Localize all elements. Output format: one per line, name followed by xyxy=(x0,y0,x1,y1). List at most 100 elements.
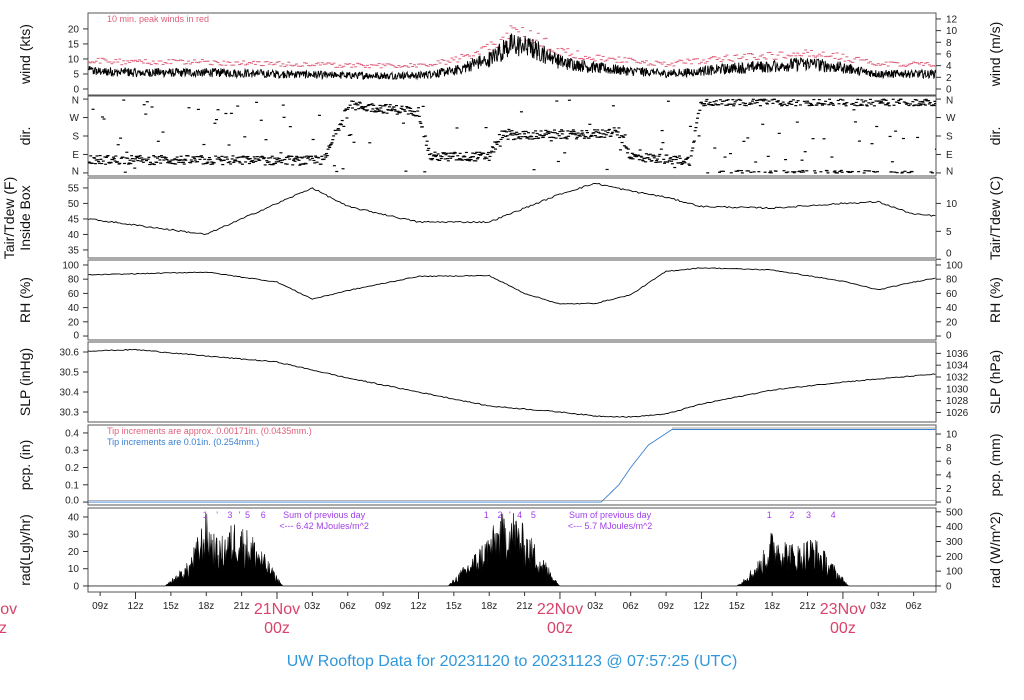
ytick-label: 20 xyxy=(68,547,80,558)
direction-point xyxy=(868,98,872,101)
direction-point xyxy=(306,157,310,159)
direction-point xyxy=(809,102,813,105)
direction-point xyxy=(508,130,512,132)
temp-line xyxy=(88,183,936,235)
ytick-right-label: 6 xyxy=(946,49,952,60)
direction-point xyxy=(552,129,556,131)
direction-point xyxy=(602,133,606,135)
direction-point xyxy=(248,158,252,160)
ylabel-left: wind (kts) xyxy=(17,24,33,85)
direction-point xyxy=(415,114,419,117)
wind-frame xyxy=(87,12,937,96)
direction-point xyxy=(294,157,298,159)
direction-point xyxy=(500,130,504,132)
direction-point xyxy=(852,109,856,111)
direction-point xyxy=(572,130,576,133)
pcp-line xyxy=(88,429,936,503)
direction-point xyxy=(894,101,898,103)
direction-point xyxy=(644,161,648,163)
direction-point xyxy=(501,134,505,137)
direction-point xyxy=(117,163,121,165)
direction-point xyxy=(485,157,489,159)
direction-point xyxy=(563,137,567,139)
direction-point xyxy=(503,130,507,132)
direction-point xyxy=(330,142,334,144)
direction-point xyxy=(343,109,347,111)
direction-point xyxy=(405,107,409,109)
direction-point xyxy=(219,160,223,162)
direction-point xyxy=(596,131,600,133)
direction-point xyxy=(336,127,340,130)
direction-point xyxy=(682,160,686,163)
direction-point xyxy=(508,134,512,136)
direction-point xyxy=(628,156,632,158)
direction-point xyxy=(899,98,903,100)
direction-point xyxy=(615,131,619,133)
direction-point xyxy=(332,165,336,167)
direction-point xyxy=(681,162,685,164)
direction-point xyxy=(173,158,177,160)
direction-point xyxy=(861,104,865,106)
direction-point xyxy=(365,109,369,111)
direction-point xyxy=(872,105,876,107)
ytick-label: 15 xyxy=(68,39,80,50)
direction-point xyxy=(782,170,786,172)
direction-point xyxy=(600,136,604,138)
direction-point xyxy=(455,127,459,129)
direction-point xyxy=(280,161,284,164)
direction-point xyxy=(662,162,666,164)
direction-point xyxy=(140,157,144,159)
direction-point xyxy=(883,99,887,101)
direction-point xyxy=(721,170,725,172)
direction-point xyxy=(405,106,409,108)
direction-point xyxy=(378,104,382,107)
direction-point xyxy=(862,172,866,174)
direction-point xyxy=(325,155,329,157)
direction-point xyxy=(126,163,130,165)
ytick-right-label: E xyxy=(946,150,953,161)
direction-point xyxy=(758,105,762,107)
direction-point xyxy=(808,104,812,107)
direction-point xyxy=(134,158,138,160)
ytick-right-label: 1036 xyxy=(946,349,969,360)
rad-marker: 3 xyxy=(806,510,811,520)
direction-point xyxy=(317,157,321,159)
xtick-label: 03z xyxy=(870,601,886,612)
direction-point xyxy=(357,108,361,110)
direction-point xyxy=(187,107,191,109)
direction-point xyxy=(264,139,268,141)
direction-point xyxy=(183,158,187,160)
direction-point xyxy=(266,157,270,159)
direction-point xyxy=(880,99,884,101)
direction-point xyxy=(354,109,358,111)
direction-point xyxy=(509,132,513,134)
direction-point xyxy=(389,109,393,111)
direction-point xyxy=(718,171,722,173)
direction-point xyxy=(106,155,110,157)
direction-point xyxy=(349,134,353,136)
direction-point xyxy=(611,105,615,107)
direction-point xyxy=(858,104,862,107)
direction-point xyxy=(233,159,237,161)
ytick-label: 30.4 xyxy=(60,388,80,399)
direction-point xyxy=(738,103,742,106)
direction-point xyxy=(129,162,133,165)
ytick-label: N xyxy=(72,96,79,107)
ytick-right-label: 300 xyxy=(946,537,963,548)
direction-point xyxy=(651,155,655,157)
direction-point xyxy=(592,132,596,134)
direction-point xyxy=(817,99,821,101)
direction-point xyxy=(752,171,756,173)
direction-point xyxy=(857,171,861,173)
direction-point xyxy=(672,155,676,158)
direction-point xyxy=(822,138,826,140)
direction-point xyxy=(735,99,739,101)
direction-points xyxy=(88,98,936,174)
direction-point xyxy=(795,121,799,123)
direction-point xyxy=(771,102,775,104)
direction-point xyxy=(525,137,529,139)
direction-point xyxy=(707,103,711,105)
direction-point xyxy=(299,156,303,158)
rad-marker: 2 xyxy=(789,510,794,520)
